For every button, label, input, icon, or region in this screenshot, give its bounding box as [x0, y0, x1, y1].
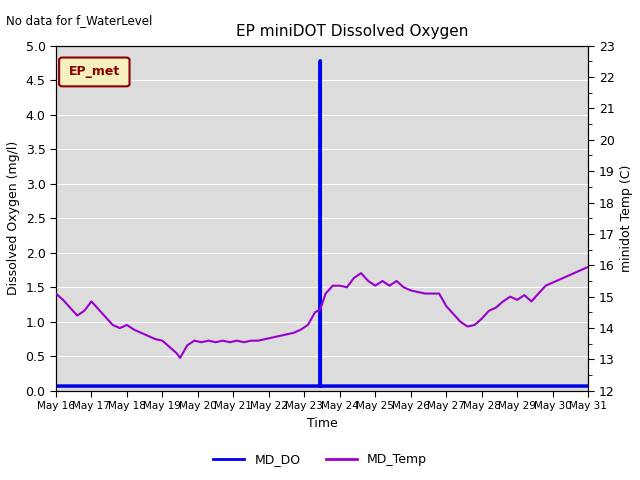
Legend: MD_DO, MD_Temp: MD_DO, MD_Temp [208, 448, 432, 471]
Text: No data for f_WaterLevel: No data for f_WaterLevel [6, 14, 153, 27]
Text: EP_met: EP_met [68, 65, 120, 78]
Text: EP miniDOT Dissolved Oxygen: EP miniDOT Dissolved Oxygen [236, 24, 468, 39]
Y-axis label: Dissolved Oxygen (mg/l): Dissolved Oxygen (mg/l) [7, 141, 20, 295]
X-axis label: Time: Time [307, 417, 337, 430]
Y-axis label: minidot Temp (C): minidot Temp (C) [620, 165, 633, 272]
